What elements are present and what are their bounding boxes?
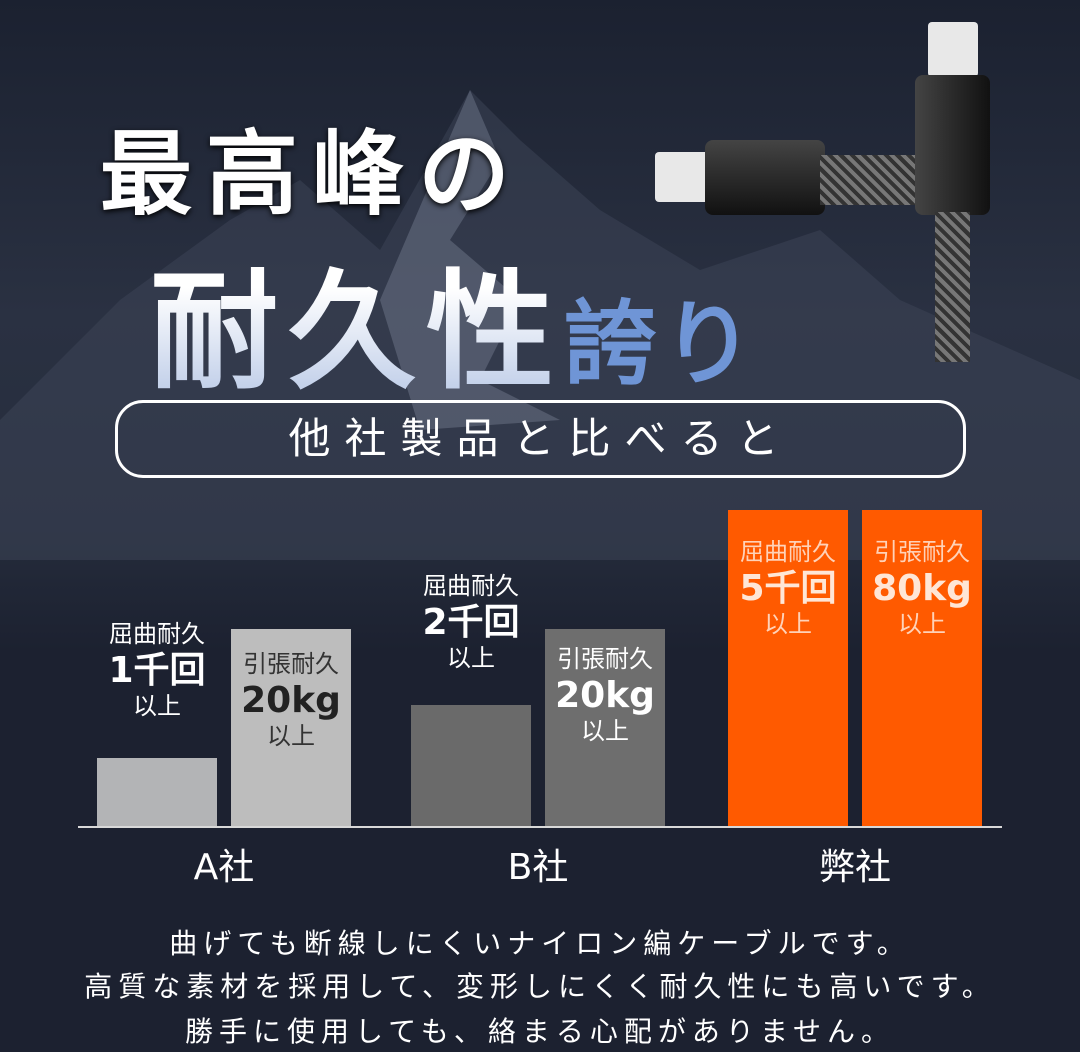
bar-label: 引張耐久 80kg 以上	[847, 538, 997, 639]
metric-value: 80kg	[872, 567, 972, 609]
description-line-1: 曲げても断線しにくいナイロン編ケーブルです。	[169, 927, 911, 960]
metric-value: 20kg	[555, 674, 655, 716]
metric-value: 5千回	[739, 567, 837, 609]
headline-line2: 耐久性誇り	[150, 228, 760, 413]
metric-value: 1千回	[108, 649, 206, 691]
metric-suffix: 以上	[581, 716, 629, 745]
metric-name: 引張耐久	[243, 650, 339, 678]
metric-name: 引張耐久	[557, 645, 653, 673]
bar-tensile-1	[545, 629, 665, 826]
metric-value: 2千回	[422, 601, 520, 643]
metric-name: 屈曲耐久	[423, 572, 519, 600]
metric-suffix: 以上	[267, 721, 315, 750]
bar-label: 屈曲耐久 5千回 以上	[713, 538, 863, 639]
metric-suffix: 以上	[133, 691, 181, 720]
category-label: 弊社	[818, 847, 891, 888]
metric-suffix: 以上	[898, 609, 946, 638]
bar-label: 引張耐久 20kg 以上	[530, 645, 680, 746]
description-line-3: 勝手に使用しても、絡まる心配がありません。	[184, 1015, 896, 1048]
metric-name: 引張耐久	[874, 538, 970, 566]
mountain-image	[0, 90, 1080, 560]
bar-label: 屈曲耐久 2千回 以上	[396, 572, 546, 673]
headline-main: 耐久性	[150, 258, 565, 407]
headline-accent: 誇り	[564, 291, 761, 398]
metric-value: 20kg	[241, 679, 341, 721]
bar-tensile-0	[231, 629, 351, 826]
bar-bending-0	[97, 758, 217, 826]
bar-label: 屈曲耐久 1千回 以上	[82, 620, 232, 721]
metric-suffix: 以上	[764, 609, 812, 638]
comparison-banner: 他社製品と比べると	[115, 400, 966, 478]
bar-bending-2	[728, 510, 848, 826]
x-axis-line	[78, 826, 1002, 828]
category-label: A社	[193, 847, 255, 888]
headline-line1: 最高峰の	[100, 121, 525, 228]
description-line-2: 高質な素材を採用して、変形しにくく耐久性にも高いです。	[84, 970, 996, 1003]
bar-bending-1	[411, 705, 531, 826]
metric-name: 屈曲耐久	[740, 538, 836, 566]
metric-name: 屈曲耐久	[109, 620, 205, 648]
category-label: B社	[507, 847, 569, 888]
metric-suffix: 以上	[447, 643, 495, 672]
bar-label: 引張耐久 20kg 以上	[216, 650, 366, 751]
bar-tensile-2	[862, 510, 982, 826]
